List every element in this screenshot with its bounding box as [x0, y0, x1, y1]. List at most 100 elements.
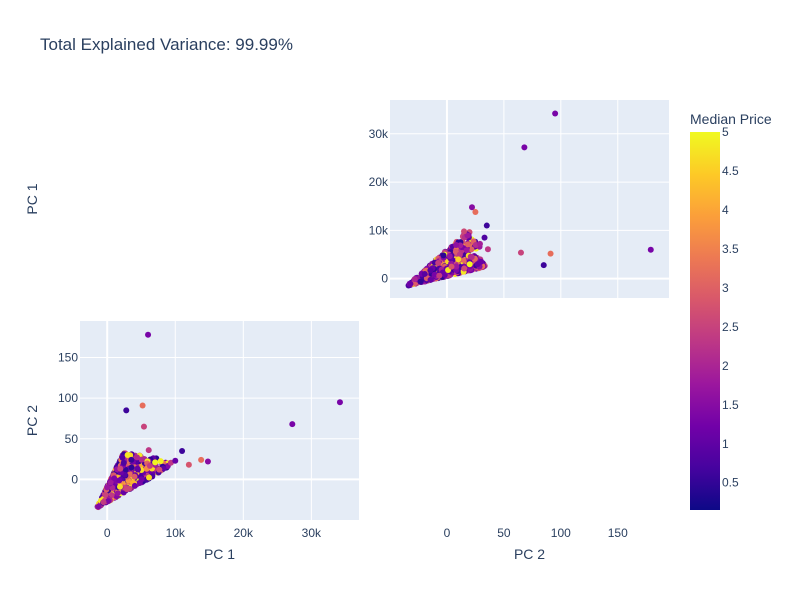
panel-bottom-left: 0 50 100 150 0 10k 20k 30k PC 2 PC 1 [24, 321, 359, 562]
cloud-point [146, 462, 153, 469]
colorbar-tick-label: 3.5 [722, 242, 739, 256]
data-point [521, 144, 528, 151]
cloud-point [427, 267, 434, 274]
cloud-point [446, 253, 453, 260]
data-point [145, 447, 152, 454]
y-tick-label: 100 [58, 391, 78, 405]
cloud-point [431, 271, 438, 278]
x-axis-title: PC 2 [514, 546, 545, 562]
x-tick-label: 30k [302, 526, 322, 540]
cloud-point [411, 276, 418, 283]
y-tick-label: 150 [58, 351, 78, 365]
data-point [540, 262, 547, 269]
panel-top-right: 0 10k 20k 30k PC 1 [24, 100, 669, 298]
cloud-point [119, 454, 126, 461]
data-point [123, 407, 130, 414]
cloud-point [146, 474, 153, 481]
cloud-point [117, 465, 124, 472]
y-tick-label: 30k [369, 127, 389, 141]
data-point [455, 256, 462, 263]
data-point [552, 110, 559, 117]
cloud-point [95, 503, 102, 510]
x-axis-title: PC 1 [204, 546, 235, 562]
colorbar-tick-label: 5 [722, 125, 729, 139]
data-point [547, 250, 554, 257]
cloud-point [461, 265, 468, 272]
data-point [647, 246, 654, 253]
x-tick-label: 0 [444, 526, 451, 540]
gridlines [390, 100, 669, 298]
cloud-point [116, 477, 123, 484]
cloud-point [152, 459, 159, 466]
cloud-point [440, 252, 447, 259]
cloud-point [464, 241, 471, 248]
cloud-point [111, 475, 118, 482]
data-point [204, 458, 211, 465]
cloud-point [138, 476, 145, 483]
colorbar-tick-label: 1.5 [722, 398, 739, 412]
cloud-point [105, 498, 112, 505]
cloud-point [467, 253, 474, 260]
panel-bottom-right: 0 50 100 150 PC 2 [444, 526, 628, 562]
data-point [448, 263, 455, 270]
cloud-point [407, 280, 414, 287]
cloud-point [436, 272, 443, 279]
cloud-point [128, 464, 135, 471]
cloud-point [421, 270, 428, 277]
colorbar-title: Median Price [690, 111, 772, 127]
data-point [145, 331, 152, 338]
y-tick-label: 50 [65, 432, 79, 446]
colorbar-tick-label: 3 [722, 281, 729, 295]
cloud-point [100, 499, 107, 506]
cloud-point [107, 479, 114, 486]
x-tick-label: 20k [234, 526, 254, 540]
data-point [172, 457, 179, 464]
data-point [466, 261, 473, 268]
points-layer [94, 331, 343, 511]
data-point [483, 222, 490, 229]
cloud-point [116, 483, 123, 490]
cloud-point [427, 276, 434, 283]
x-tick-label: 50 [497, 526, 511, 540]
data-point [472, 209, 479, 216]
cloud-point [435, 259, 442, 266]
data-point [476, 240, 483, 247]
data-point [185, 461, 192, 468]
colorbar-tick-label: 1 [722, 437, 729, 451]
y-tick-label: 20k [369, 175, 389, 189]
cloud-point [453, 263, 460, 270]
x-tick-label: 0 [104, 526, 111, 540]
data-point [517, 249, 524, 256]
x-tick-label: 150 [608, 526, 628, 540]
colorbar: Median Price 0.5 1 1.5 2 2.5 3 3.5 4 4.5 5 [690, 111, 772, 510]
cloud-point [120, 459, 127, 466]
colorbar-tick-label: 2 [722, 359, 729, 373]
cloud-point [123, 486, 130, 493]
chart-title: Total Explained Variance: 99.99% [40, 35, 293, 54]
cloud-point [133, 454, 140, 461]
data-point [461, 228, 468, 235]
cloud-point [456, 251, 463, 258]
y-axis-title: PC 1 [24, 183, 40, 214]
y-tick-label: 0 [71, 472, 78, 486]
data-point [481, 234, 488, 241]
data-point [179, 447, 186, 454]
cloud-point [114, 490, 121, 497]
data-point [484, 246, 491, 253]
colorbar-tick-label: 0.5 [722, 476, 739, 490]
cloud-point [157, 458, 164, 465]
colorbar-tick-label: 4 [722, 203, 729, 217]
cloud-point [468, 246, 475, 253]
cloud-point [464, 232, 471, 239]
colorbar-tick-label: 4.5 [722, 164, 739, 178]
points-layer [405, 110, 654, 289]
data-point [124, 452, 131, 459]
panels-layer: 0 10k 20k 30k PC 1 0 50 100 150 0 10k 20k 30k PC 2 PC … [24, 100, 669, 562]
colorbar-gradient [690, 132, 720, 510]
cloud-point [453, 241, 460, 248]
data-point [336, 399, 343, 406]
data-point [478, 258, 485, 265]
cloud-point [134, 465, 141, 472]
data-point [140, 423, 147, 430]
